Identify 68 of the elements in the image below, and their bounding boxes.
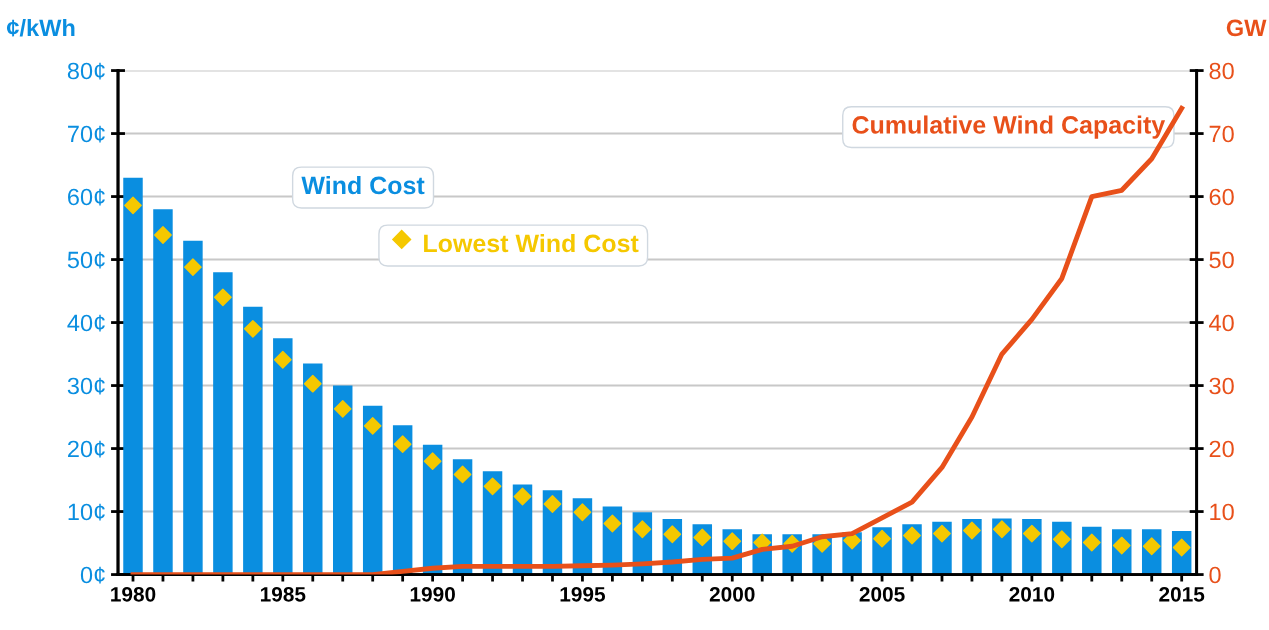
- point: [303, 374, 322, 393]
- point: [543, 495, 562, 513]
- point: [873, 529, 891, 548]
- bar: [333, 385, 353, 575]
- point: [124, 196, 142, 215]
- point: [963, 521, 981, 540]
- bar: [303, 363, 323, 575]
- x-tick-label: 1995: [560, 586, 606, 602]
- point: [513, 487, 532, 506]
- y-tick-label: 80¢: [67, 62, 105, 80]
- y-tick-label: 40¢: [67, 314, 105, 332]
- point: [693, 528, 712, 547]
- point: [154, 226, 172, 244]
- y-tick-label: 60¢: [68, 188, 105, 206]
- point: [903, 526, 921, 545]
- y-axis-title: ¢/kWh: [6, 18, 75, 37]
- point: [573, 503, 592, 522]
- y2-tick-label: 50: [1209, 251, 1234, 269]
- x-tick-label: 1980: [111, 586, 156, 602]
- y-tick-label: 20¢: [68, 440, 105, 458]
- point: [184, 258, 202, 277]
- y-tick-label: 0¢: [80, 566, 105, 584]
- point: [992, 520, 1011, 539]
- bar: [213, 272, 233, 575]
- point: [723, 532, 742, 551]
- point: [363, 416, 382, 435]
- y-tick-label: 10¢: [68, 503, 105, 521]
- point: [663, 525, 682, 544]
- text: Wind Cost: [301, 175, 425, 195]
- y2-tick-label: 10: [1210, 503, 1234, 521]
- bar: [183, 240, 203, 575]
- point: [243, 319, 262, 338]
- point: [273, 350, 292, 369]
- legend-label: Lowest Wind Cost: [424, 233, 639, 253]
- x-tick-label: 2015: [1159, 586, 1205, 602]
- bar: [243, 306, 263, 575]
- point: [603, 514, 622, 533]
- y-tick-label: 30¢: [67, 377, 105, 395]
- point: [213, 288, 232, 307]
- y2-axis-title: GW: [1226, 19, 1267, 37]
- bar: [123, 177, 143, 575]
- x-tick-label: 2005: [859, 586, 905, 602]
- y2-tick-label: 60: [1209, 188, 1234, 206]
- y2-tick-label: 20: [1209, 440, 1234, 458]
- point: [453, 465, 472, 484]
- point: [933, 524, 951, 543]
- y2-tick-label: 0: [1209, 566, 1221, 584]
- point: [393, 435, 412, 454]
- bar: [273, 338, 293, 575]
- point: [633, 520, 652, 539]
- x-tick-label: 1985: [260, 586, 306, 602]
- point: [423, 452, 442, 471]
- bar: [153, 209, 173, 575]
- point: [1022, 524, 1041, 543]
- bar: [362, 405, 383, 575]
- point: [333, 399, 352, 418]
- y-tick-label: 50¢: [67, 251, 105, 269]
- point: [483, 477, 502, 496]
- y-tick-label: 70¢: [68, 125, 105, 143]
- y2-tick-label: 30: [1209, 377, 1234, 395]
- series-label: Cumulative Wind Capacity: [852, 115, 1166, 139]
- x-tick-label: 1990: [410, 586, 455, 602]
- x-tick-label: 2010: [1009, 586, 1055, 602]
- y2-tick-label: 80: [1209, 62, 1234, 80]
- y2-tick-label: 40: [1209, 314, 1234, 332]
- y2-tick-label: 70: [1209, 125, 1234, 143]
- line-series: [130, 105, 1185, 575]
- x-tick-label: 2000: [709, 586, 755, 602]
